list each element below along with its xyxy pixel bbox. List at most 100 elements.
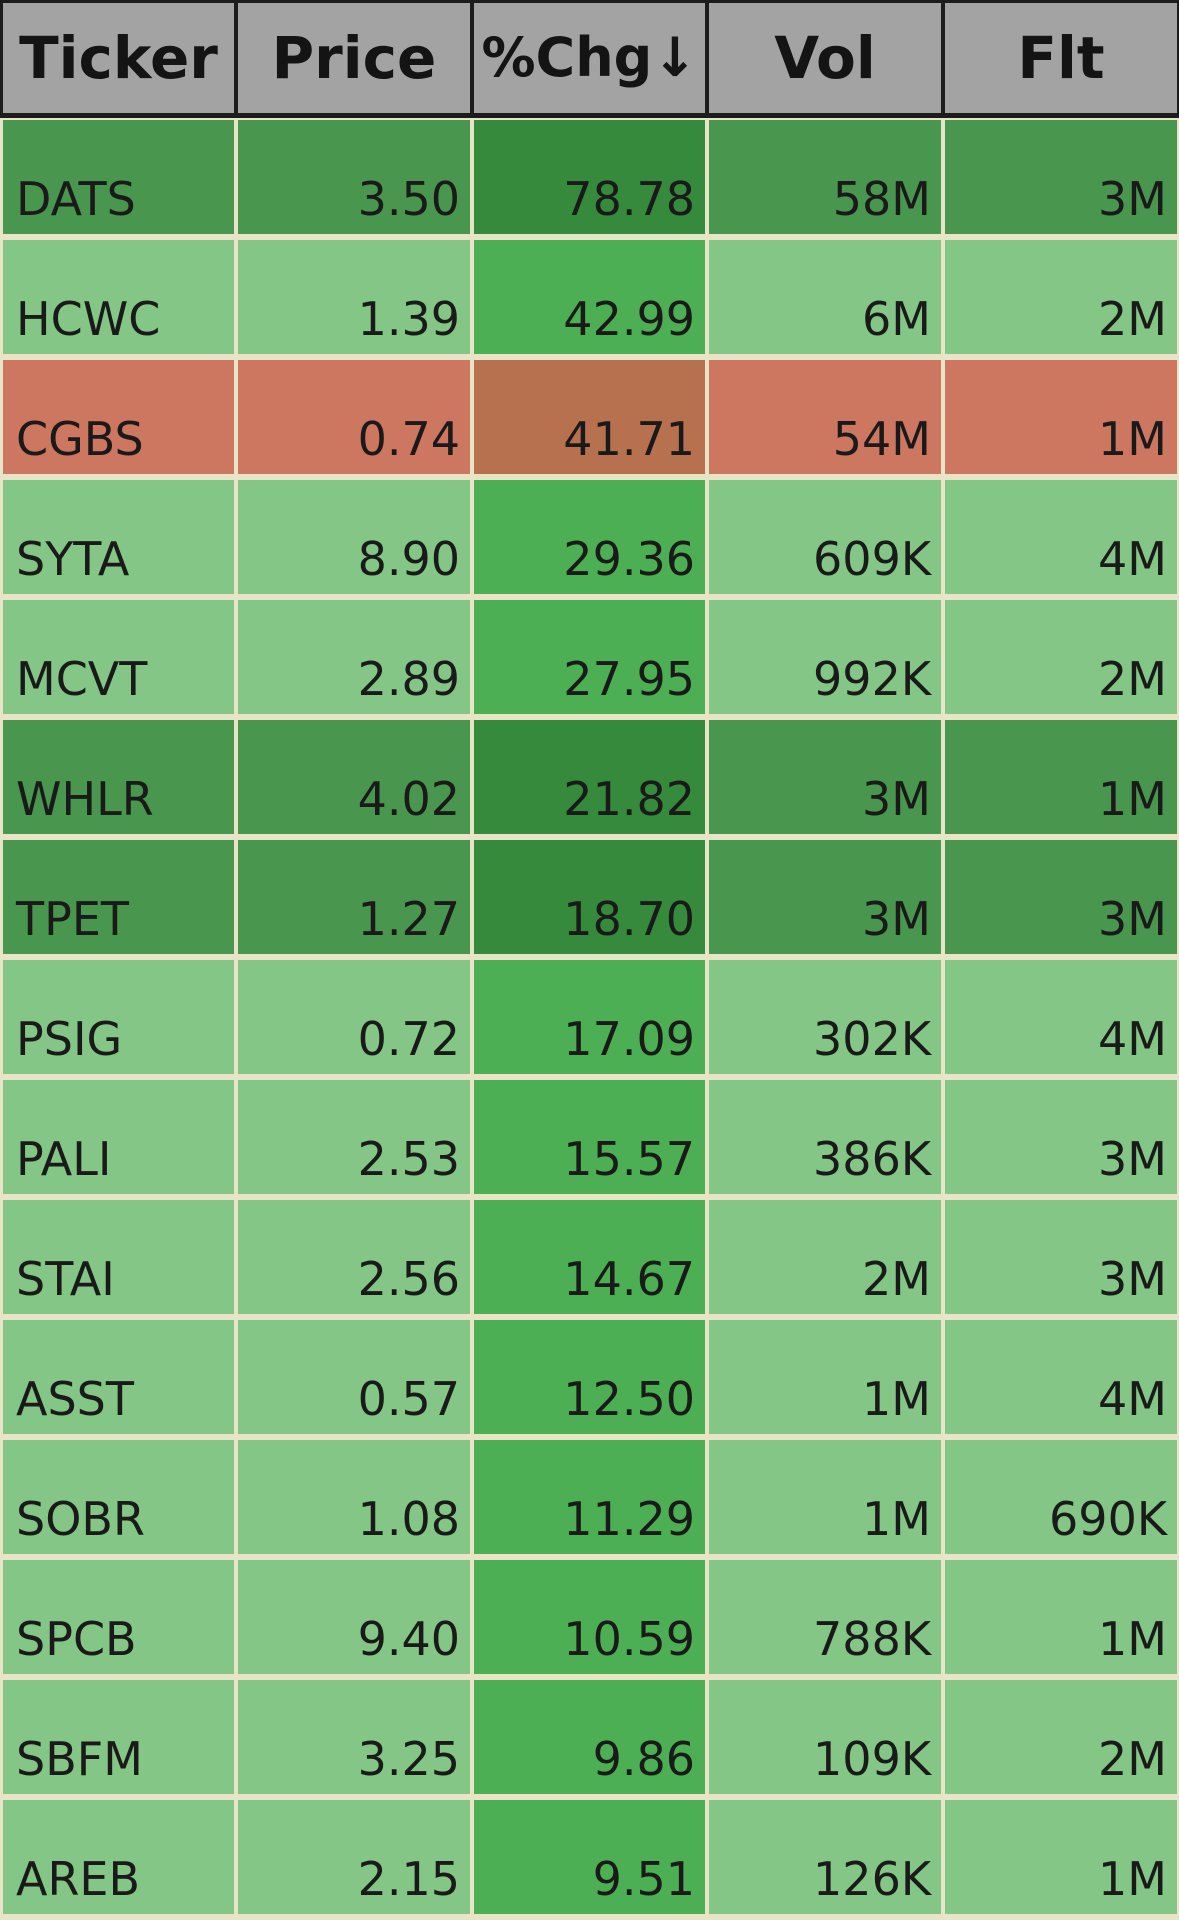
cell-ticker: SPCB xyxy=(3,1560,234,1674)
cell-vol: 788K xyxy=(709,1560,941,1674)
table-row[interactable]: ASST 0.57 12.50 1M 4M xyxy=(0,1320,1179,1440)
cell-flt-value: 2M xyxy=(1098,1732,1167,1786)
cell-chg-value: 78.78 xyxy=(563,172,695,226)
cell-chg: 21.82 xyxy=(474,720,705,834)
cell-vol-value: 58M xyxy=(832,172,931,226)
cell-chg: 9.86 xyxy=(474,1680,705,1794)
cell-ticker: CGBS xyxy=(3,360,234,474)
table-row[interactable]: SBFM 3.25 9.86 109K 2M xyxy=(0,1680,1179,1800)
table-row[interactable]: DATS 3.50 78.78 58M 3M xyxy=(0,120,1179,240)
cell-ticker: WHLR xyxy=(3,720,234,834)
cell-price: 2.56 xyxy=(238,1200,470,1314)
cell-ticker-value: AREB xyxy=(16,1852,141,1906)
cell-price-value: 2.53 xyxy=(357,1132,460,1186)
cell-price: 2.53 xyxy=(238,1080,470,1194)
cell-price-value: 0.74 xyxy=(357,412,460,466)
cell-flt: 1M xyxy=(945,720,1177,834)
cell-flt-value: 1M xyxy=(1098,412,1167,466)
cell-chg-value: 11.29 xyxy=(563,1492,695,1546)
column-header-vol[interactable]: Vol xyxy=(709,3,941,113)
cell-price: 9.40 xyxy=(238,1560,470,1674)
cell-price: 0.72 xyxy=(238,960,470,1074)
cell-chg-value: 21.82 xyxy=(563,772,695,826)
cell-price-value: 2.56 xyxy=(357,1252,460,1306)
cell-ticker: SYTA xyxy=(3,480,234,594)
table-row[interactable]: SYTA 8.90 29.36 609K 4M xyxy=(0,480,1179,600)
cell-vol: 2M xyxy=(709,1200,941,1314)
cell-chg: 18.70 xyxy=(474,840,705,954)
cell-flt: 2M xyxy=(945,600,1177,714)
cell-price-value: 0.57 xyxy=(357,1372,460,1426)
cell-chg-value: 14.67 xyxy=(563,1252,695,1306)
cell-flt-value: 4M xyxy=(1098,1372,1167,1426)
table-row[interactable]: SOBR 1.08 11.29 1M 690K xyxy=(0,1440,1179,1560)
cell-flt-value: 3M xyxy=(1098,172,1167,226)
cell-chg-value: 29.36 xyxy=(563,532,695,586)
cell-vol-value: 3M xyxy=(862,892,931,946)
cell-ticker: ASST xyxy=(3,1320,234,1434)
column-header-flt[interactable]: Flt xyxy=(945,3,1177,113)
cell-flt-value: 4M xyxy=(1098,1012,1167,1066)
cell-ticker: DATS xyxy=(3,120,234,234)
cell-ticker-value: SBFM xyxy=(16,1732,143,1786)
table-row[interactable]: PSIG 0.72 17.09 302K 4M xyxy=(0,960,1179,1080)
cell-flt: 3M xyxy=(945,840,1177,954)
column-header-price[interactable]: Price xyxy=(238,3,470,113)
cell-chg: 10.59 xyxy=(474,1560,705,1674)
cell-price-value: 8.90 xyxy=(357,532,460,586)
cell-price-value: 4.02 xyxy=(357,772,460,826)
cell-price: 1.39 xyxy=(238,240,470,354)
cell-ticker-value: SPCB xyxy=(16,1612,137,1666)
table-row[interactable]: HCWC 1.39 42.99 6M 2M xyxy=(0,240,1179,360)
cell-chg: 11.29 xyxy=(474,1440,705,1554)
table-row[interactable]: AREB 2.15 9.51 126K 1M xyxy=(0,1800,1179,1920)
cell-vol: 386K xyxy=(709,1080,941,1194)
cell-price: 2.15 xyxy=(238,1800,470,1914)
cell-ticker-value: PSIG xyxy=(16,1012,123,1066)
cell-ticker-value: SYTA xyxy=(16,532,130,586)
cell-flt: 3M xyxy=(945,1080,1177,1194)
cell-vol-value: 992K xyxy=(813,652,931,706)
cell-vol: 58M xyxy=(709,120,941,234)
cell-flt: 2M xyxy=(945,1680,1177,1794)
cell-ticker-value: SOBR xyxy=(16,1492,145,1546)
cell-chg-value: 10.59 xyxy=(563,1612,695,1666)
cell-chg: 12.50 xyxy=(474,1320,705,1434)
table-row[interactable]: WHLR 4.02 21.82 3M 1M xyxy=(0,720,1179,840)
table-row[interactable]: TPET 1.27 18.70 3M 3M xyxy=(0,840,1179,960)
cell-flt-value: 2M xyxy=(1098,292,1167,346)
cell-price: 3.25 xyxy=(238,1680,470,1794)
cell-vol-value: 54M xyxy=(832,412,931,466)
cell-flt-value: 1M xyxy=(1098,1612,1167,1666)
cell-vol: 992K xyxy=(709,600,941,714)
cell-flt: 690K xyxy=(945,1440,1177,1554)
cell-chg-value: 9.86 xyxy=(592,1732,695,1786)
cell-ticker-value: TPET xyxy=(16,892,130,946)
cell-vol-value: 302K xyxy=(813,1012,931,1066)
table-row[interactable]: CGBS 0.74 41.71 54M 1M xyxy=(0,360,1179,480)
cell-chg: 15.57 xyxy=(474,1080,705,1194)
cell-ticker: TPET xyxy=(3,840,234,954)
table-row[interactable]: SPCB 9.40 10.59 788K 1M xyxy=(0,1560,1179,1680)
cell-vol-value: 609K xyxy=(813,532,931,586)
cell-flt-value: 4M xyxy=(1098,532,1167,586)
table-row[interactable]: MCVT 2.89 27.95 992K 2M xyxy=(0,600,1179,720)
cell-ticker: HCWC xyxy=(3,240,234,354)
table-row[interactable]: STAI 2.56 14.67 2M 3M xyxy=(0,1200,1179,1320)
cell-vol-value: 1M xyxy=(862,1492,931,1546)
cell-flt-value: 3M xyxy=(1098,1132,1167,1186)
cell-price: 4.02 xyxy=(238,720,470,834)
cell-price-value: 2.15 xyxy=(357,1852,460,1906)
cell-vol: 1M xyxy=(709,1440,941,1554)
cell-flt: 3M xyxy=(945,120,1177,234)
cell-vol: 109K xyxy=(709,1680,941,1794)
cell-price-value: 3.25 xyxy=(357,1732,460,1786)
cell-chg: 41.71 xyxy=(474,360,705,474)
column-header-chg[interactable]: %Chg↓ xyxy=(474,3,705,113)
cell-chg-value: 12.50 xyxy=(563,1372,695,1426)
column-header-ticker[interactable]: Ticker xyxy=(3,3,234,113)
cell-vol: 3M xyxy=(709,720,941,834)
cell-price-value: 1.39 xyxy=(357,292,460,346)
table-row[interactable]: PALI 2.53 15.57 386K 3M xyxy=(0,1080,1179,1200)
